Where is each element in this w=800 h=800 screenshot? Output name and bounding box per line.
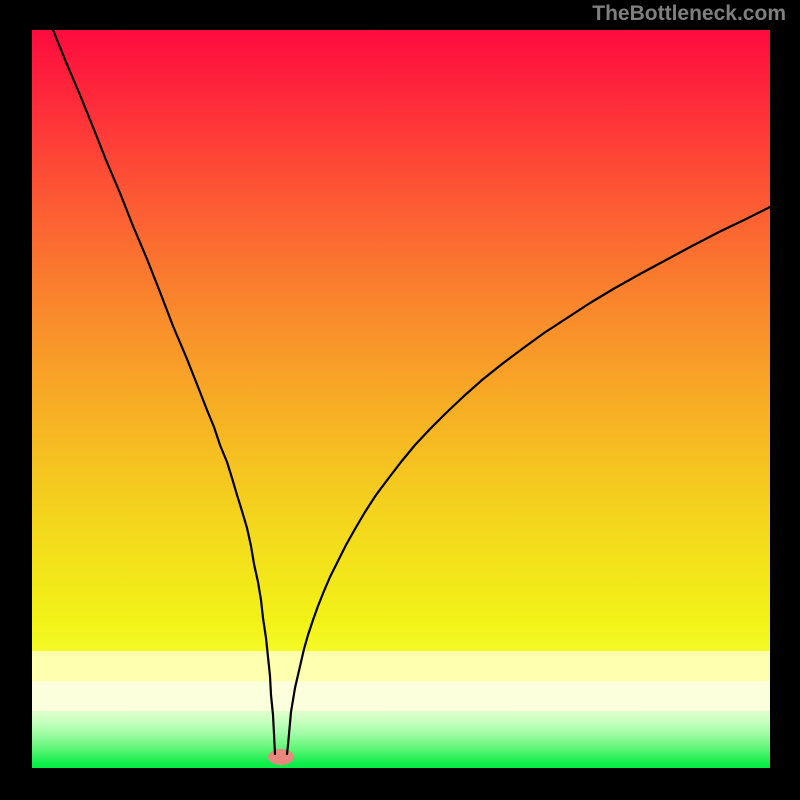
curve-left-branch <box>53 30 275 754</box>
curve-right-branch <box>287 207 770 754</box>
plot-area <box>32 30 770 768</box>
watermark-text: TheBottleneck.com <box>592 2 786 26</box>
curve-layer <box>32 30 770 768</box>
min-marker <box>268 749 294 765</box>
chart-outer: TheBottleneck.com <box>0 0 800 800</box>
